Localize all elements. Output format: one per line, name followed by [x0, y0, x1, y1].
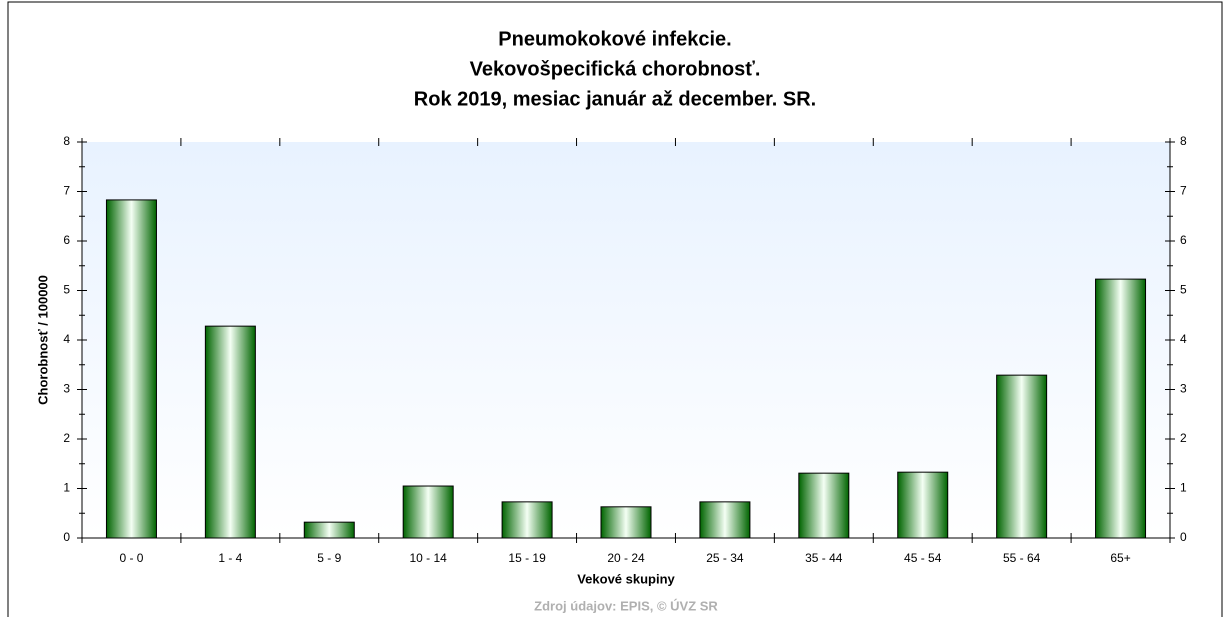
y2-tick-label: 1 [1180, 481, 1187, 495]
y-tick-label: 4 [63, 332, 70, 346]
bar [996, 374, 1048, 539]
title-line: Vekovošpecifická chorobnosť. [470, 58, 761, 80]
x-tick-label: 25 - 34 [706, 551, 744, 565]
y-tick-label: 0 [63, 530, 70, 544]
y2-tick-label: 4 [1180, 332, 1187, 346]
source: Zdroj údajov: EPIS, © ÚVZ SR [534, 598, 718, 613]
plot-area [82, 142, 1170, 538]
y-tick-label: 1 [63, 481, 70, 495]
bar [1095, 278, 1147, 539]
bar [897, 471, 949, 539]
bar [699, 501, 751, 539]
x-tick-label: 55 - 64 [1003, 551, 1041, 565]
x-tick-label: 65+ [1110, 551, 1130, 565]
frame [7, 1, 1223, 617]
y2-tick-label: 6 [1180, 233, 1187, 247]
y2-tick-label: 0 [1180, 530, 1187, 544]
x-tick-label: 20 - 24 [607, 551, 645, 565]
y-tick-label: 7 [63, 184, 70, 198]
y-tick-label: 3 [63, 382, 70, 396]
y2-tick-label: 7 [1180, 184, 1187, 198]
bar [798, 472, 850, 539]
bar [600, 506, 652, 539]
bar [501, 501, 553, 539]
title-line: Pneumokokové infekcie. [498, 28, 731, 50]
x-tick-label: 0 - 0 [119, 551, 143, 565]
x-tick-label: 35 - 44 [805, 551, 843, 565]
bar [204, 325, 256, 539]
y2-tick-label: 5 [1180, 283, 1187, 297]
bar [303, 521, 355, 539]
y-axis-label: Chorobnosť / 100000 [35, 275, 50, 405]
y-tick-label: 2 [63, 431, 70, 445]
x-tick-label: 5 - 9 [317, 551, 341, 565]
bar [402, 485, 454, 539]
y2-tick-label: 2 [1180, 431, 1187, 445]
y-tick-label: 6 [63, 233, 70, 247]
y2-tick-label: 3 [1180, 382, 1187, 396]
bar [105, 199, 157, 539]
x-tick-label: 45 - 54 [904, 551, 942, 565]
y-tick-label: 5 [63, 283, 70, 297]
x-tick-label: 15 - 19 [508, 551, 546, 565]
y-tick-label: 8 [63, 134, 70, 148]
y2-tick-label: 8 [1180, 134, 1187, 148]
x-tick-label: 1 - 4 [218, 551, 242, 565]
x-axis-label: Vekové skupiny [577, 571, 675, 586]
x-tick-label: 10 - 14 [410, 551, 448, 565]
title-line: Rok 2019, mesiac január až december. SR. [414, 88, 816, 110]
